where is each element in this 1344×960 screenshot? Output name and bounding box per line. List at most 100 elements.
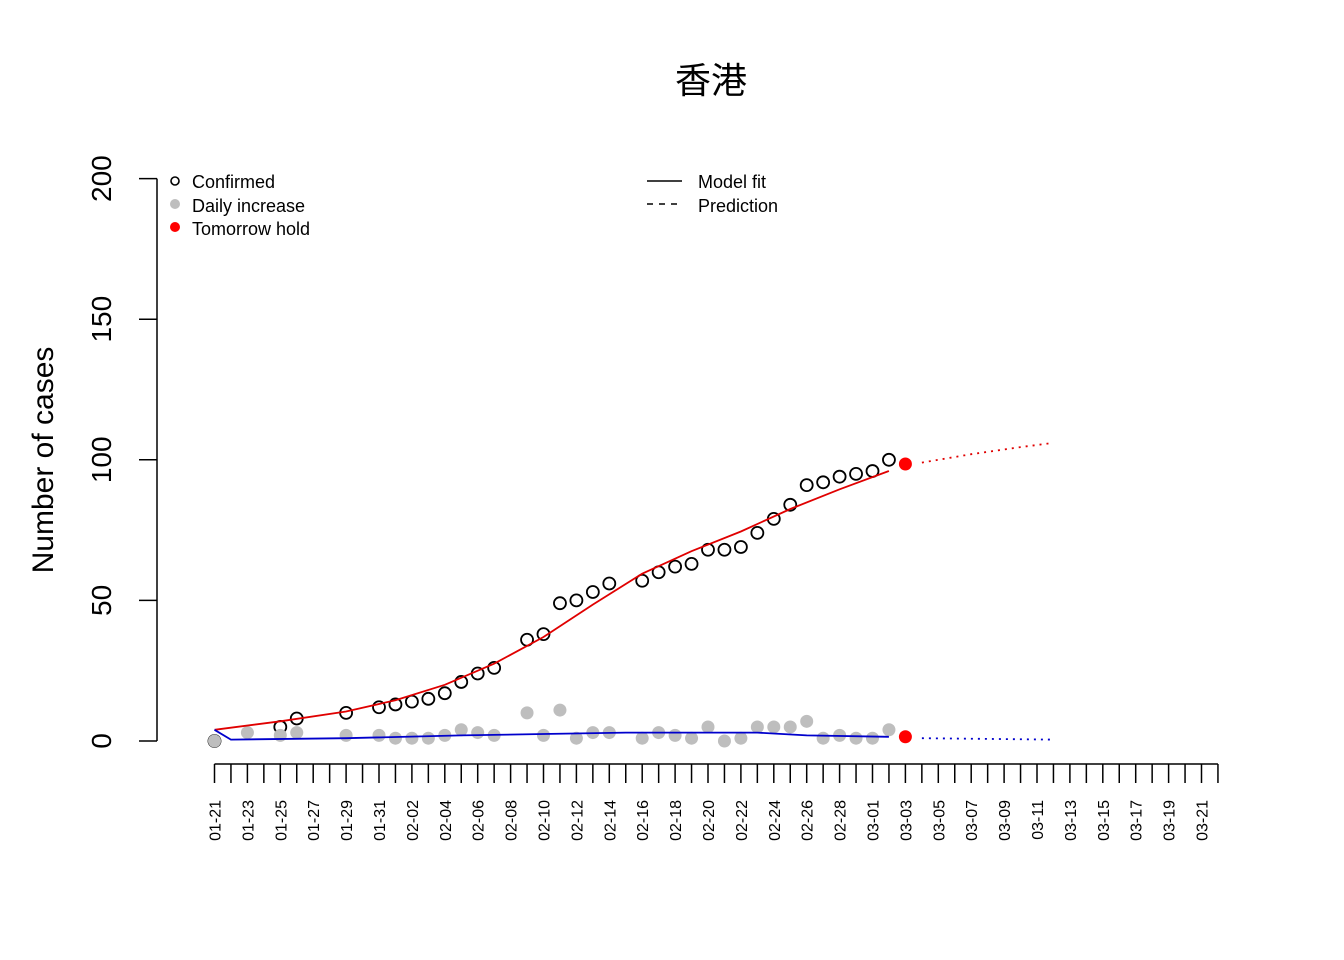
x-tick-label: 03-09 [997, 800, 1014, 841]
daily-increase-point [553, 703, 567, 717]
confirmed-point [882, 452, 896, 467]
confirmed-point [585, 585, 600, 599]
y-tick-label: 200 [86, 155, 117, 202]
x-tick-label: 03-19 [1162, 800, 1179, 841]
legend-right: Model fit Prediction [647, 172, 778, 216]
confirmed-point [750, 526, 765, 540]
legend-confirmed-label: Confirmed [192, 172, 275, 192]
legend-daily-marker [170, 199, 180, 209]
series-daily-increase [208, 703, 896, 748]
confirmed-point [832, 469, 847, 484]
daily-increase-point [405, 731, 419, 745]
tomorrow-hold-point [898, 457, 912, 471]
x-tick-label: 02-28 [833, 800, 850, 841]
legend-daily-label: Daily increase [192, 196, 305, 216]
tomorrow-hold-point [898, 730, 912, 744]
daily-increase-point [866, 731, 879, 745]
confirmed-point [569, 593, 584, 608]
x-tick-label: 02-02 [405, 800, 422, 841]
series-model-fit-cumulative [214, 470, 890, 731]
daily-increase-point [685, 731, 699, 745]
confirmed-point [849, 466, 863, 481]
x-tick-label: 01-29 [339, 800, 356, 841]
x-tick-label: 03-01 [866, 800, 883, 841]
x-tick-label: 01-25 [273, 800, 290, 841]
confirmed-point [437, 686, 452, 701]
prediction-daily-path [921, 737, 1054, 741]
daily-increase-point [388, 731, 402, 745]
model-fit-daily-path [214, 729, 889, 741]
chart-title: 香港 [675, 61, 747, 102]
confirmed-point [668, 559, 682, 574]
legend-tomorrow-marker [170, 222, 180, 232]
confirmed-point [816, 475, 831, 490]
x-tick-label: 02-06 [471, 800, 488, 841]
daily-increase-point [339, 728, 353, 742]
daily-increase-point [290, 726, 304, 740]
x-tick-label: 02-22 [734, 800, 751, 841]
x-tick-label: 02-14 [602, 800, 619, 841]
confirmed-point [717, 542, 732, 557]
series-tomorrow-hold [898, 457, 912, 744]
prediction-cumulative-path [921, 442, 1054, 464]
x-tick-label: 02-20 [701, 800, 718, 841]
daily-increase-point [421, 731, 435, 745]
confirmed-point [783, 497, 798, 512]
x-tick-label: 02-08 [504, 800, 521, 841]
daily-increase-point [717, 734, 731, 748]
confirmed-point [421, 691, 436, 706]
confirmed-point [734, 540, 748, 554]
daily-increase-point [750, 720, 764, 734]
y-axis-label: Number of cases [27, 347, 60, 574]
x-tick-label: 01-23 [240, 800, 257, 841]
daily-increase-point [800, 714, 814, 728]
x-tick-label: 03-13 [1063, 800, 1080, 841]
confirmed-point [799, 478, 814, 493]
daily-increase-point [372, 728, 386, 742]
confirmed-point [404, 694, 419, 709]
x-tick-label: 02-26 [800, 800, 817, 841]
model-fit-cumulative-path [214, 470, 890, 731]
daily-increase-point [208, 734, 221, 748]
legend-left: Confirmed Daily increase Tomorrow hold [170, 172, 310, 239]
daily-increase-point [569, 731, 583, 745]
daily-increase-point [701, 720, 715, 734]
y-tick-label: 0 [86, 733, 117, 749]
x-tick-label: 02-10 [537, 800, 554, 841]
confirmed-point [602, 576, 617, 591]
confirmed-point [553, 596, 567, 611]
x-tick-label: 02-04 [438, 800, 455, 841]
x-tick-label: 01-27 [306, 800, 323, 841]
y-tick-label: 100 [86, 436, 117, 483]
confirmed-point [454, 675, 469, 689]
x-tick-label: 03-15 [1096, 800, 1113, 841]
daily-increase-point [520, 706, 534, 720]
daily-increase-point [767, 720, 781, 734]
daily-increase-point [635, 731, 649, 745]
confirmed-point [487, 660, 502, 675]
daily-increase-point [734, 731, 748, 745]
daily-increase-point [537, 728, 550, 742]
y-tick-label: 150 [86, 296, 117, 343]
daily-increase-point [240, 726, 254, 740]
x-tick-label: 01-31 [372, 800, 389, 841]
legend-tomorrow-label: Tomorrow hold [192, 219, 310, 239]
x-tick-label: 03-11 [1030, 800, 1047, 840]
x-axis: 01-21 01-23 01-25 01-27 01-29 01-31 02-02 02-04… [208, 763, 1219, 841]
x-tick-label: 02-18 [668, 800, 685, 841]
series-prediction-daily [921, 737, 1054, 741]
daily-increase-point [783, 720, 797, 734]
confirmed-point [684, 556, 699, 571]
x-tick-label: 02-24 [767, 800, 784, 841]
series-confirmed [207, 452, 896, 748]
daily-increase-point [471, 726, 485, 740]
x-tick-label: 03-21 [1195, 800, 1212, 841]
legend-prediction-label: Prediction [698, 196, 778, 216]
x-tick-label: 02-12 [569, 800, 586, 841]
series-layer [207, 442, 1054, 748]
y-axis: 0 50 100 150 200 [86, 155, 158, 749]
legend-model-fit-label: Model fit [698, 172, 766, 192]
daily-increase-point [816, 731, 830, 745]
confirmed-point [536, 627, 551, 642]
